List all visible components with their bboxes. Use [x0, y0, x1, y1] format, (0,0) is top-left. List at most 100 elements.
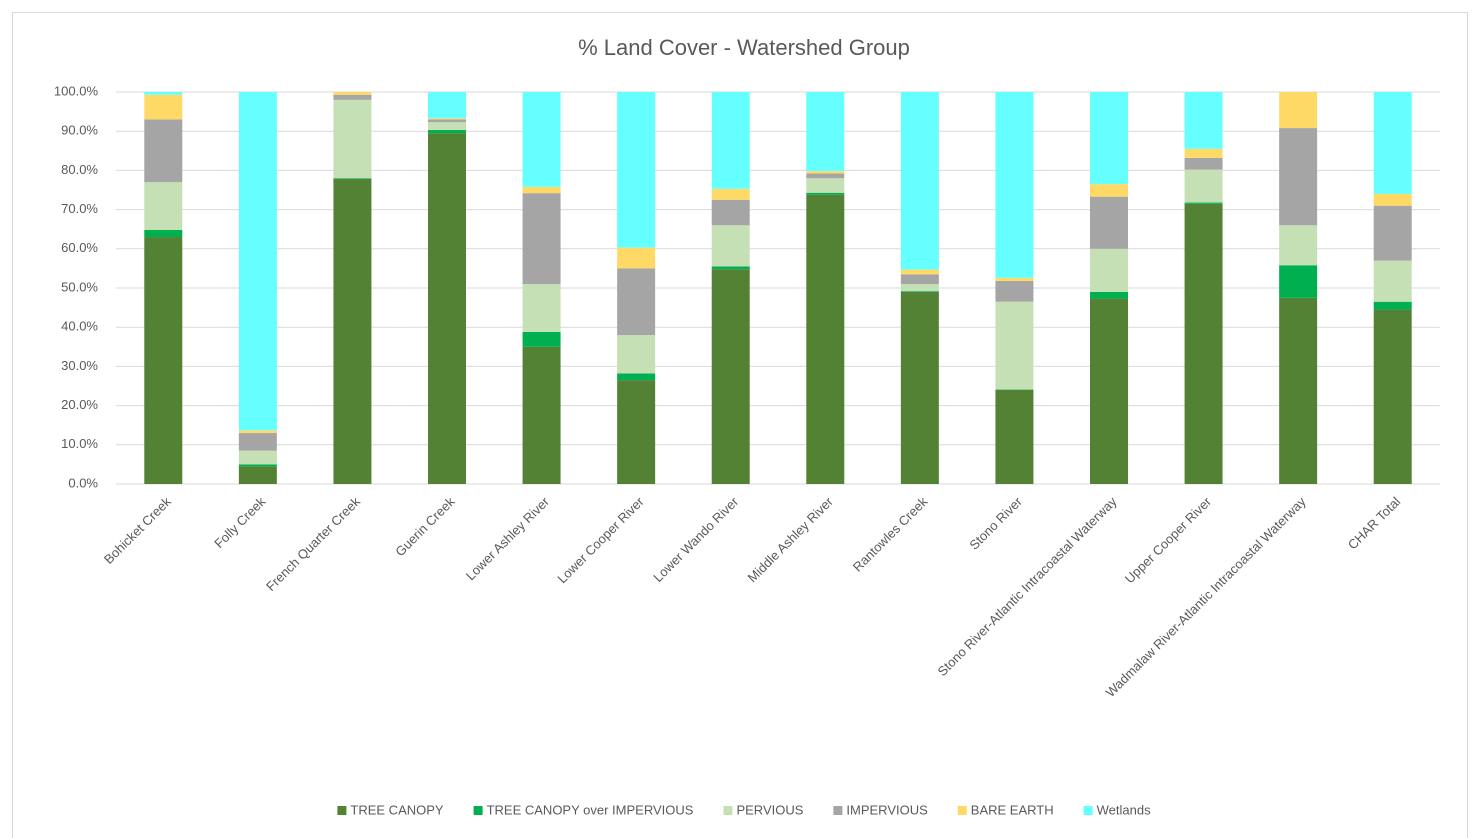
bar-segment: [617, 268, 656, 336]
bar-segment: [711, 92, 750, 189]
legend-label: BARE EARTH: [971, 802, 1054, 817]
bar-segment: [428, 92, 466, 119]
legend-swatch: [833, 806, 843, 815]
legend-label: PERVIOUS: [736, 802, 803, 817]
bar-segment: [428, 133, 466, 484]
bar-segment: [1090, 298, 1128, 484]
bar-segment: [1279, 128, 1318, 226]
bar-segment: [617, 92, 656, 248]
y-tick-label: 60.0%: [61, 240, 98, 255]
y-tick-label: 70.0%: [61, 201, 98, 216]
y-tick-label: 20.0%: [61, 397, 98, 412]
bar-segment: [711, 269, 750, 484]
legend-label: TREE CANOPY over IMPERVIOUS: [487, 802, 694, 817]
bar-segment: [711, 266, 750, 270]
bar-segment: [617, 380, 656, 484]
y-tick-label: 0.0%: [68, 475, 98, 490]
y-tick-label: 40.0%: [61, 319, 98, 334]
bar-segment: [1373, 260, 1412, 302]
bar-segment: [144, 237, 183, 484]
bar-segment: [522, 193, 561, 285]
bar-segment: [1184, 92, 1223, 149]
bar-segment: [1184, 157, 1223, 170]
bar-segment: [1279, 225, 1318, 266]
bar-segment: [428, 119, 466, 123]
bar-segment: [617, 373, 656, 381]
bar-segment: [428, 122, 466, 131]
bar-segment: [1279, 265, 1318, 298]
bar-segment: [806, 194, 845, 485]
bar-segment: [333, 94, 372, 100]
bar-segment: [995, 277, 1034, 281]
bar-segment: [238, 450, 277, 465]
bar-segment: [995, 92, 1034, 278]
y-tick-label: 30.0%: [61, 358, 98, 373]
legend-swatch: [473, 806, 483, 815]
bar-segment: [806, 171, 845, 174]
bar-segment: [900, 92, 939, 270]
bar-segment: [238, 430, 277, 434]
bar-segment: [428, 130, 466, 134]
legend: TREE CANOPY TREE CANOPY over IMPERVIOUS PE…: [337, 802, 1151, 817]
y-tick-label: 100.0%: [54, 83, 99, 98]
bar-segment: [144, 94, 183, 120]
bar-segment: [1184, 202, 1223, 204]
bar-segment: [144, 182, 183, 230]
legend-swatch: [957, 806, 967, 815]
bar-segment: [617, 247, 656, 269]
bar-segment: [238, 466, 277, 484]
bar-segment: [522, 186, 561, 194]
bar-segment: [522, 92, 561, 187]
legend-swatch: [723, 806, 733, 815]
y-tick-label: 90.0%: [61, 123, 98, 138]
bar-segment: [238, 92, 277, 431]
y-tick-label: 10.0%: [61, 436, 98, 451]
bar-segment: [806, 173, 845, 179]
bar-segment: [806, 178, 845, 193]
bar-segment: [1279, 92, 1318, 129]
bar-segment: [711, 225, 750, 267]
bar-segment: [144, 119, 183, 183]
bar-segment: [1184, 169, 1223, 203]
bar-segment: [1373, 301, 1412, 310]
bar-segment: [1184, 148, 1223, 158]
bar-segment: [1279, 297, 1318, 484]
bar-segment: [711, 199, 750, 226]
bar-segment: [1090, 92, 1128, 185]
bar-segment: [995, 301, 1034, 390]
chart-title: % Land Cover - Watershed Group: [578, 35, 910, 60]
bar-segment: [806, 192, 845, 195]
bar-segment: [522, 284, 561, 332]
legend-label: Wetlands: [1097, 802, 1151, 817]
bar-segment: [1373, 309, 1412, 484]
bar-segment: [333, 99, 372, 179]
legend-swatch: [337, 806, 347, 815]
y-tick-label: 80.0%: [61, 162, 98, 177]
bar-segment: [900, 284, 939, 292]
bar-segment: [238, 433, 277, 451]
bar-segment: [428, 118, 466, 120]
bar-segment: [333, 179, 372, 485]
bar-segment: [900, 291, 939, 484]
bar-segment: [1373, 193, 1412, 206]
bar-segment: [617, 335, 656, 374]
bar-segment: [900, 269, 939, 275]
legend-swatch: [1083, 806, 1093, 815]
bar-segment: [1090, 291, 1128, 299]
legend-label: IMPERVIOUS: [846, 802, 928, 817]
bar-segment: [900, 291, 939, 292]
bar-segment: [1090, 248, 1128, 292]
bar-segment: [333, 178, 372, 180]
y-tick-label: 50.0%: [61, 279, 98, 294]
legend-label: TREE CANOPY: [350, 802, 444, 817]
bar-segment: [238, 464, 277, 467]
bar-segment: [522, 331, 561, 347]
bar-segment: [1373, 92, 1412, 194]
bar-segment: [711, 188, 750, 200]
bar-segment: [995, 280, 1034, 302]
bar-segment: [144, 229, 183, 238]
bar-segment: [806, 92, 845, 172]
bar-segment: [900, 274, 939, 285]
bar-segment: [522, 346, 561, 484]
